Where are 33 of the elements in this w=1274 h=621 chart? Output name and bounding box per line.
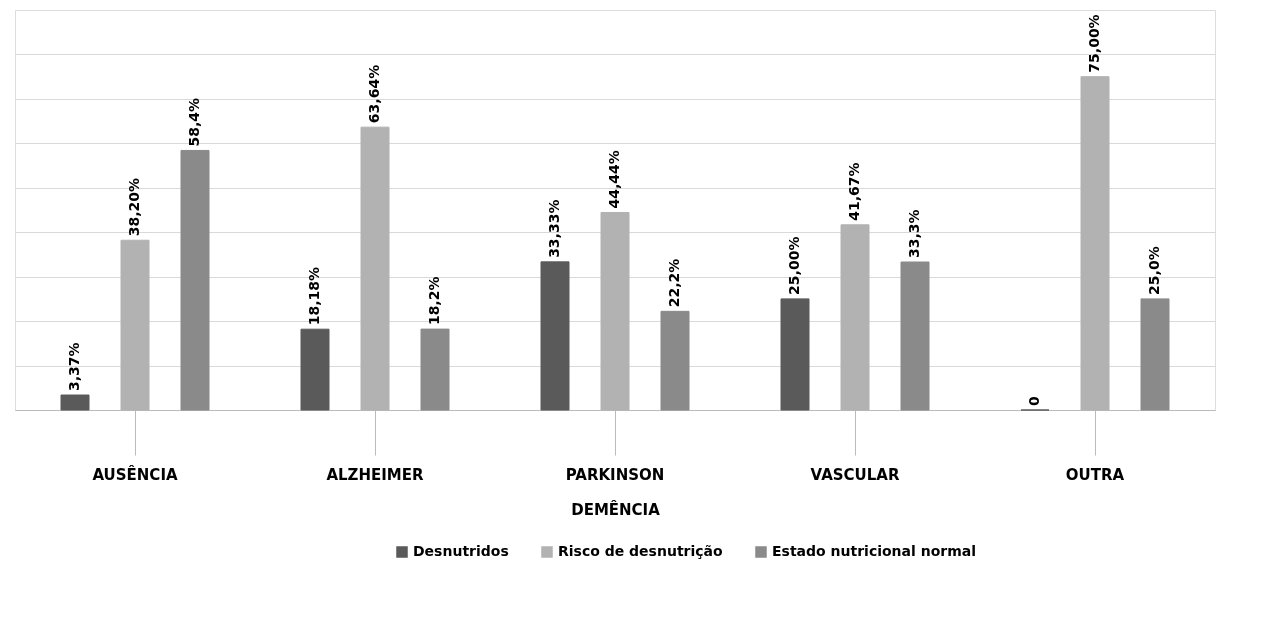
data-label: 25,00% — [786, 236, 802, 295]
data-label: 58,4% — [186, 97, 202, 147]
x-tick-label: ALZHEIMER — [326, 465, 425, 484]
data-label: 38,20% — [126, 177, 142, 237]
legend-label: Estado nutricional normal — [772, 543, 977, 559]
bar — [900, 261, 930, 411]
x-axis-title: DEMÊNCIA — [571, 499, 661, 519]
data-label: 75,00% — [1086, 14, 1102, 73]
legend-label: Desnutridos — [413, 543, 509, 559]
bar — [780, 298, 810, 411]
legend-label: Risco de desnutrição — [558, 543, 724, 559]
bar — [540, 261, 570, 411]
data-label: 44,44% — [606, 150, 622, 209]
data-label: 0 — [1026, 396, 1042, 406]
bar — [1140, 298, 1170, 411]
x-tick-label: VASCULAR — [810, 465, 900, 484]
data-label: 41,67% — [846, 162, 862, 221]
x-tick-label: PARKINSON — [565, 465, 665, 484]
bar — [60, 394, 90, 411]
x-tick-label: OUTRA — [1065, 465, 1125, 484]
data-label: 18,2% — [426, 276, 442, 326]
bar — [660, 310, 690, 411]
bar — [300, 328, 330, 411]
x-tick-label: AUSÊNCIA — [92, 464, 178, 484]
data-label: 18,18% — [306, 266, 322, 326]
data-label: 33,33% — [546, 199, 562, 258]
data-label: 33,3% — [906, 209, 922, 258]
data-label: 63,64% — [366, 64, 382, 124]
bar — [420, 328, 450, 411]
data-label: 3,37% — [66, 342, 82, 392]
data-label: 25,0% — [1146, 246, 1162, 295]
bar — [180, 149, 210, 411]
data-label: 22,2% — [666, 258, 682, 308]
